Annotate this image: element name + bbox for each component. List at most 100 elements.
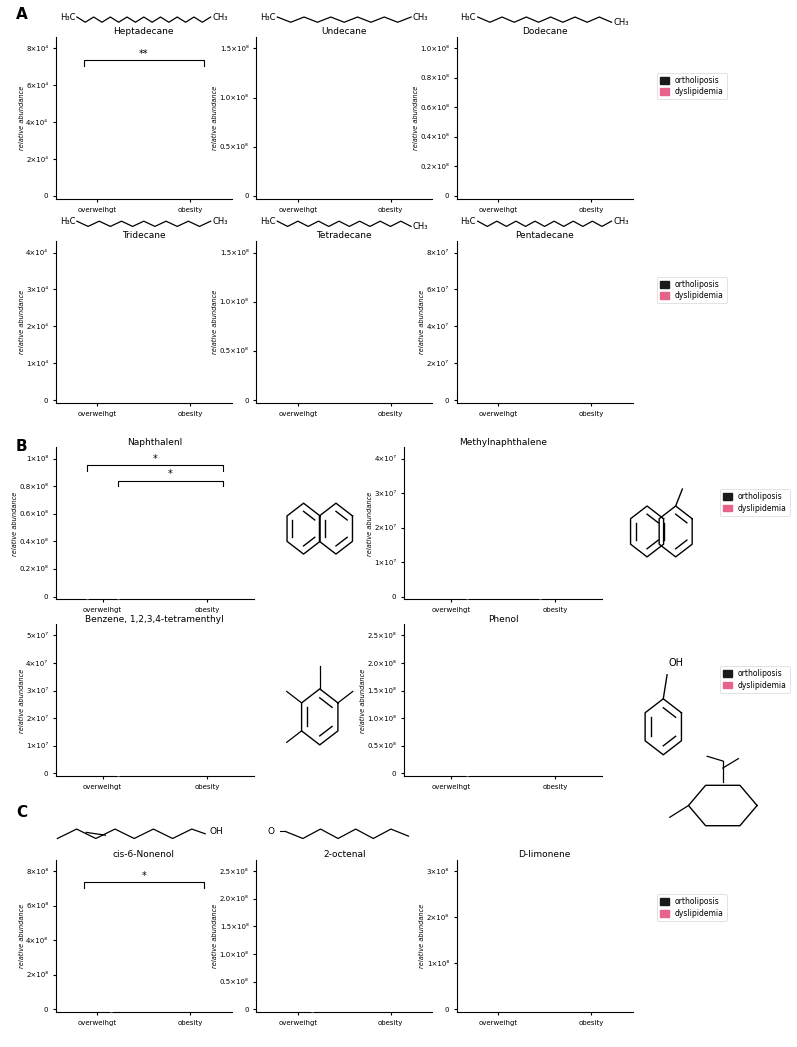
Point: [398, 389, 410, 406]
Point: [506, 186, 519, 203]
Point: [112, 587, 124, 604]
Point: [305, 186, 318, 203]
Point: [170, 388, 183, 405]
Point: [478, 996, 491, 1012]
Point: [170, 186, 183, 203]
Point: [506, 997, 519, 1013]
Text: **: **: [139, 49, 148, 59]
Point: [599, 389, 611, 406]
Point: [77, 186, 90, 203]
Text: O: O: [268, 827, 275, 836]
Point: [371, 391, 383, 407]
Point: [429, 587, 442, 604]
Title: Benzene, 1,2,3,4-tetramenthyl: Benzene, 1,2,3,4-tetramenthyl: [85, 615, 224, 624]
Point: [460, 587, 473, 604]
Point: [533, 587, 546, 604]
Point: [478, 389, 491, 406]
Legend: ortholiposis, dyslipidemia: ortholiposis, dyslipidemia: [720, 489, 790, 516]
Point: [398, 186, 410, 203]
Point: [371, 186, 383, 203]
Point: [371, 1000, 383, 1017]
Text: H₃C: H₃C: [461, 217, 476, 226]
Text: CH₃: CH₃: [613, 18, 629, 27]
Point: [216, 586, 229, 603]
Point: [112, 764, 124, 781]
Y-axis label: relative abundance: relative abundance: [212, 86, 218, 150]
Text: H₃C: H₃C: [260, 13, 276, 22]
Y-axis label: relative abundance: relative abundance: [360, 668, 366, 733]
Point: [564, 585, 577, 602]
Point: [599, 184, 611, 201]
Text: OH: OH: [669, 658, 684, 668]
Point: [571, 184, 583, 201]
Point: [305, 391, 318, 407]
Title: 2-octenal: 2-octenal: [323, 850, 366, 860]
Text: C: C: [16, 805, 27, 820]
Title: cis-6-Nonenol: cis-6-Nonenol: [113, 850, 175, 860]
Y-axis label: relative abundance: relative abundance: [18, 86, 25, 150]
Point: [198, 999, 210, 1016]
Point: [429, 762, 442, 779]
Legend: ortholiposis, dyslipidemia: ortholiposis, dyslipidemia: [720, 666, 790, 693]
Point: [460, 764, 473, 781]
Title: D-limonene: D-limonene: [518, 850, 571, 860]
Legend: ortholiposis, dyslipidemia: ortholiposis, dyslipidemia: [657, 277, 727, 304]
Y-axis label: relative abundance: relative abundance: [18, 904, 25, 968]
Text: *: *: [152, 454, 157, 464]
Point: [185, 763, 198, 780]
Point: [198, 185, 210, 202]
Point: [105, 391, 118, 407]
Y-axis label: relative abundance: relative abundance: [12, 491, 18, 556]
Title: Undecane: Undecane: [321, 27, 367, 36]
Text: CH₃: CH₃: [413, 222, 428, 231]
Point: [277, 186, 290, 203]
Text: H₃C: H₃C: [60, 13, 75, 22]
Y-axis label: relative abundance: relative abundance: [367, 491, 373, 556]
Legend: ortholiposis, dyslipidemia: ortholiposis, dyslipidemia: [657, 73, 727, 99]
Text: CH₃: CH₃: [213, 217, 228, 226]
Point: [170, 1000, 183, 1017]
Point: [478, 183, 491, 200]
Title: Methylnaphthalene: Methylnaphthalene: [459, 438, 547, 447]
Point: [105, 186, 118, 203]
Text: A: A: [16, 7, 28, 22]
Text: *: *: [141, 871, 146, 881]
Point: [599, 996, 611, 1012]
Y-axis label: relative abundance: relative abundance: [18, 668, 25, 733]
Title: Phenol: Phenol: [488, 615, 518, 624]
Point: [185, 586, 198, 603]
Text: CH₃: CH₃: [613, 217, 629, 226]
Point: [277, 1000, 290, 1017]
Y-axis label: relative abundance: relative abundance: [419, 904, 426, 968]
Title: Tetradecane: Tetradecane: [316, 231, 372, 240]
Point: [105, 1001, 118, 1018]
Text: H₃C: H₃C: [260, 217, 276, 226]
Title: Tridecane: Tridecane: [122, 231, 166, 240]
Point: [506, 391, 519, 407]
Title: Heptadecane: Heptadecane: [113, 27, 174, 36]
Text: B: B: [16, 439, 28, 454]
Point: [80, 587, 93, 604]
Y-axis label: relative abundance: relative abundance: [212, 904, 218, 968]
Text: H₃C: H₃C: [60, 217, 75, 226]
Point: [277, 391, 290, 407]
Point: [77, 388, 90, 405]
Text: *: *: [168, 469, 173, 480]
Text: CH₃: CH₃: [413, 13, 428, 22]
Point: [216, 763, 229, 780]
Point: [398, 999, 410, 1016]
Point: [80, 763, 93, 780]
Point: [533, 763, 546, 780]
Text: CH₃: CH₃: [213, 13, 228, 22]
Point: [571, 389, 583, 406]
Y-axis label: relative abundance: relative abundance: [419, 290, 426, 354]
Y-axis label: relative abundance: relative abundance: [18, 290, 25, 354]
Point: [571, 996, 583, 1012]
Y-axis label: relative abundance: relative abundance: [212, 290, 218, 354]
Title: Pentadecane: Pentadecane: [515, 231, 574, 240]
Text: OH: OH: [209, 827, 223, 836]
Point: [77, 1000, 90, 1017]
Text: H₃C: H₃C: [461, 13, 476, 22]
Point: [198, 389, 210, 406]
Legend: ortholiposis, dyslipidemia: ortholiposis, dyslipidemia: [657, 894, 727, 920]
